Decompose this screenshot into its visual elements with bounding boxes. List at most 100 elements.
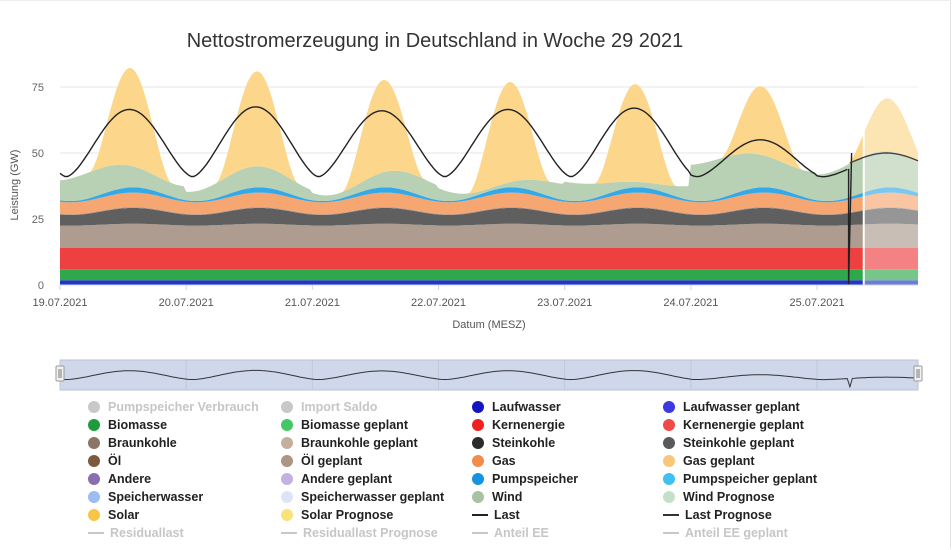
x-tick-label: 25.07.2021 (790, 297, 845, 309)
dot-legend-icon (88, 437, 100, 449)
legend-item-steinkohle-geplant[interactable]: Steinkohle geplant (663, 436, 794, 450)
legend-label: Laufwasser geplant (683, 400, 800, 414)
legend-label: Anteil EE geplant (685, 526, 788, 540)
legend-item-kernenergie-geplant[interactable]: Kernenergie geplant (663, 418, 804, 432)
dot-legend-icon (281, 419, 293, 431)
legend-item-pumpspeicher-geplant[interactable]: Pumpspeicher geplant (663, 472, 817, 486)
legend-item-last-prognose[interactable]: Last Prognose (663, 508, 772, 522)
legend-label: Andere (108, 472, 152, 486)
axes: 0 25 50 75 19.07.2021 20.07.2021 21.07.2021 22.… (32, 82, 918, 309)
legend-label: Wind (492, 490, 523, 504)
dot-legend-icon (472, 491, 484, 503)
legend-item-residuallast[interactable]: Residuallast (88, 526, 184, 540)
line-legend-icon (281, 532, 297, 534)
navigator[interactable] (55, 359, 923, 391)
x-tick-label: 20.07.2021 (159, 297, 214, 309)
legend-item-gas-geplant[interactable]: Gas geplant (663, 454, 755, 468)
stacked-areas (60, 68, 918, 285)
x-tick-label: 24.07.2021 (663, 297, 718, 309)
line-legend-icon (663, 514, 679, 516)
legend-item-speicherwasser-geplant[interactable]: Speicherwasser geplant (281, 490, 444, 504)
legend-label: Biomasse geplant (301, 418, 408, 432)
legend-item-steinkohle[interactable]: Steinkohle (472, 436, 555, 450)
x-axis-title: Datum (MESZ) (452, 319, 525, 331)
line-last (59, 106, 848, 178)
legend-label: Öl (108, 454, 122, 468)
legend-item-laufwasser-geplant[interactable]: Laufwasser geplant (663, 400, 800, 414)
dot-legend-icon (472, 455, 484, 467)
dot-legend-icon (663, 401, 675, 413)
legend-item--l[interactable]: Öl (88, 454, 121, 468)
legend-item-braunkohle[interactable]: Braunkohle (88, 436, 177, 450)
legend-item-gas[interactable]: Gas (472, 454, 516, 468)
legend-item-andere-geplant[interactable]: Andere geplant (281, 472, 392, 486)
legend-item-laufwasser[interactable]: Laufwasser (472, 400, 561, 414)
dot-legend-icon (663, 437, 675, 449)
legend-label: Wind Prognose (683, 490, 775, 504)
legend-item-wind[interactable]: Wind (472, 490, 522, 504)
dot-legend-icon (281, 491, 293, 503)
legend-item-speicherwasser[interactable]: Speicherwasser (88, 490, 203, 504)
legend-item-andere[interactable]: Andere (88, 472, 151, 486)
legend-item--l-geplant[interactable]: Öl geplant (281, 454, 362, 468)
y-tick-label: 50 (32, 148, 44, 160)
line-legend-icon (663, 532, 679, 534)
legend-item-braunkohle-geplant[interactable]: Braunkohle geplant (281, 436, 418, 450)
dot-legend-icon (88, 473, 100, 485)
legend-item-anteil-ee[interactable]: Anteil EE (472, 526, 549, 540)
legend-item-biomasse[interactable]: Biomasse (88, 418, 167, 432)
chart: Nettostromerzeugung in Deutschland in Wo… (9, 30, 923, 391)
area-braunkohle (60, 223, 918, 248)
y-tick-label: 75 (32, 82, 44, 94)
y-tick-label: 0 (38, 280, 44, 292)
legend-label: Steinkohle (492, 436, 556, 450)
legend-label: Steinkohle geplant (683, 436, 795, 450)
legend-item-pumpspeicher[interactable]: Pumpspeicher (472, 472, 578, 486)
legend-label: Braunkohle geplant (301, 436, 418, 450)
dot-legend-icon (663, 491, 675, 503)
legend-label: Kernenergie (492, 418, 565, 432)
legend-item-kernenergie[interactable]: Kernenergie (472, 418, 565, 432)
legend-item-last[interactable]: Last (472, 508, 520, 522)
legend-label: Gas (492, 454, 516, 468)
line-legend-icon (472, 514, 488, 516)
legend-label: Last (494, 508, 520, 522)
legend-item-solar[interactable]: Solar (88, 508, 139, 522)
legend-label: Laufwasser (492, 400, 561, 414)
legend-item-pumpspeicher-verbrauch[interactable]: Pumpspeicher Verbrauch (88, 400, 259, 414)
line-legend-icon (472, 532, 488, 534)
legend-item-biomasse-geplant[interactable]: Biomasse geplant (281, 418, 408, 432)
area-l (60, 207, 918, 215)
area-steinkohle (60, 207, 918, 226)
legend-item-anteil-ee-geplant[interactable]: Anteil EE geplant (663, 526, 788, 540)
legend-label: Andere geplant (301, 472, 392, 486)
area-biomasse (60, 269, 918, 281)
area-laufwasser (60, 280, 918, 285)
legend-item-import-saldo[interactable]: Import Saldo (281, 400, 377, 414)
y-tick-label: 25 (32, 214, 44, 226)
legend-label: Residuallast (110, 526, 184, 540)
legend-label: Pumpspeicher (492, 472, 579, 486)
dot-legend-icon (472, 437, 484, 449)
legend-item-residuallast-prognose[interactable]: Residuallast Prognose (281, 526, 438, 540)
dot-legend-icon (281, 455, 293, 467)
legend-label: Solar (108, 508, 140, 522)
legend-item-solar-prognose[interactable]: Solar Prognose (281, 508, 393, 522)
navigator-handle-right[interactable] (913, 365, 923, 382)
line-legend-icon (88, 532, 104, 534)
dot-legend-icon (281, 509, 293, 521)
area-wind (60, 151, 918, 201)
legend-label: Gas geplant (683, 454, 755, 468)
x-tick-label: 19.07.2021 (32, 297, 87, 309)
legend-label: Pumpspeicher geplant (683, 472, 818, 486)
navigator-handle-left[interactable] (55, 365, 65, 382)
dot-legend-icon (88, 509, 100, 521)
forecast-shade (863, 82, 918, 285)
x-tick-label: 22.07.2021 (411, 297, 466, 309)
dot-legend-icon (88, 491, 100, 503)
x-tick-label: 23.07.2021 (537, 297, 592, 309)
legend-item-wind-prognose[interactable]: Wind Prognose (663, 490, 775, 504)
dot-legend-icon (663, 455, 675, 467)
legend-label: Biomasse (108, 418, 168, 432)
legend-label: Kernenergie geplant (683, 418, 804, 432)
